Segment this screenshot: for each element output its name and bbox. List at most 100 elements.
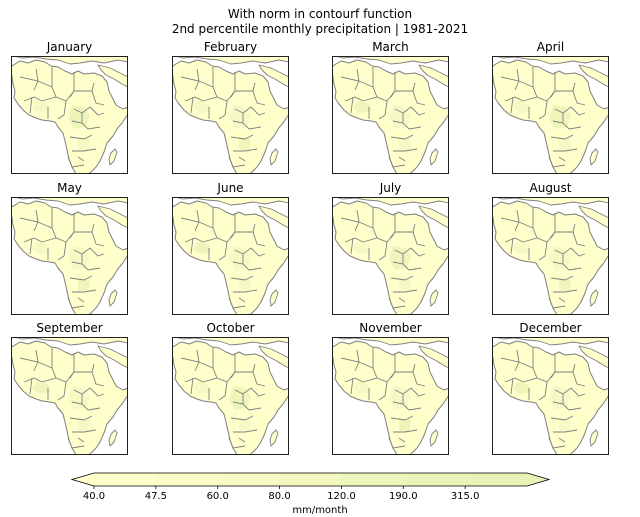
country-border-1 — [500, 217, 534, 229]
country-border-11 — [89, 247, 105, 257]
country-border-16 — [238, 437, 246, 443]
map-panel-september — [11, 337, 128, 455]
country-border-2 — [372, 208, 378, 239]
colorbar-tick-label-0: 40.0 — [82, 491, 106, 502]
colorbar-tick-label-6: 315.0 — [450, 491, 480, 502]
country-border-13 — [568, 267, 582, 271]
country-border-11 — [89, 387, 105, 397]
map-panel-june — [172, 197, 289, 315]
colorbar-segment-6 — [465, 473, 528, 486]
arabia-landmass — [578, 345, 608, 369]
country-border-18 — [510, 377, 514, 395]
map-panel-october — [172, 337, 289, 455]
map-panel-november — [332, 337, 449, 455]
panel-title-december: December — [519, 321, 582, 335]
colorbar-segment-4 — [341, 473, 404, 486]
panel-title-september: September — [36, 321, 103, 335]
country-border-11 — [89, 106, 105, 116]
country-border-7 — [41, 96, 67, 102]
country-border-5 — [572, 90, 586, 106]
europe-landmass — [497, 198, 608, 206]
country-border-9 — [57, 100, 67, 120]
country-border-2 — [532, 67, 538, 98]
madagascar — [589, 289, 599, 307]
country-border-7 — [202, 377, 228, 383]
country-border-18 — [29, 377, 33, 395]
country-border-14 — [390, 134, 414, 140]
country-border-13 — [87, 407, 101, 411]
country-border-1 — [340, 76, 374, 88]
precip-contour-1 — [32, 382, 50, 394]
country-border-18 — [29, 237, 33, 255]
map-june — [173, 198, 288, 314]
country-border-2 — [212, 208, 218, 239]
country-border-5 — [91, 90, 105, 106]
map-may — [12, 198, 127, 314]
europe-landmass — [16, 57, 127, 65]
colorbar-segment-0 — [94, 473, 157, 486]
country-border-20 — [228, 297, 246, 309]
country-border-6 — [184, 96, 204, 102]
country-border-6 — [344, 237, 364, 243]
country-border-6 — [504, 237, 524, 243]
country-border-9 — [57, 241, 67, 261]
precip-contour-1 — [513, 242, 531, 254]
country-border-2 — [51, 208, 57, 239]
country-border-6 — [344, 377, 364, 383]
map-february — [173, 57, 288, 173]
country-border-13 — [568, 407, 582, 411]
country-border-2 — [212, 67, 218, 98]
country-border-9 — [378, 100, 388, 120]
map-october — [173, 338, 288, 454]
country-border-18 — [510, 237, 514, 255]
precip-contour-2 — [559, 278, 571, 292]
country-border-20 — [548, 297, 566, 309]
madagascar — [589, 148, 599, 166]
country-border-16 — [238, 297, 246, 303]
country-border-18 — [29, 96, 33, 114]
country-border-1 — [19, 357, 53, 369]
country-border-8 — [386, 90, 396, 102]
country-border-9 — [57, 381, 67, 401]
panel-title-may: May — [57, 181, 82, 195]
country-border-5 — [252, 371, 266, 387]
precip-contour-1 — [513, 382, 531, 394]
country-border-5 — [91, 231, 105, 247]
country-border-1 — [500, 76, 534, 88]
map-panel-january — [11, 56, 128, 174]
country-border-5 — [412, 231, 426, 247]
europe-landmass — [16, 338, 127, 346]
country-border-8 — [226, 90, 236, 102]
country-border-11 — [250, 387, 266, 397]
country-border-11 — [410, 387, 426, 397]
map-panel-may — [11, 197, 128, 315]
arabia-landmass — [97, 345, 127, 369]
country-border-14 — [230, 275, 254, 281]
map-july — [333, 198, 448, 314]
country-border-5 — [572, 371, 586, 387]
country-border-11 — [410, 247, 426, 257]
country-border-1 — [500, 357, 534, 369]
country-border-15 — [553, 429, 578, 433]
panel-title-april: April — [536, 40, 565, 54]
country-border-1 — [19, 76, 53, 88]
map-august — [493, 198, 608, 314]
precip-contour-1 — [193, 101, 211, 113]
arabia-landmass — [258, 345, 288, 369]
arabia-landmass — [578, 64, 608, 88]
country-border-14 — [390, 415, 414, 421]
country-border-20 — [228, 437, 246, 449]
precip-contour-2 — [239, 137, 251, 151]
country-border-2 — [532, 348, 538, 379]
country-border-16 — [398, 437, 406, 443]
country-border-7 — [522, 96, 548, 102]
country-border-20 — [548, 437, 566, 449]
map-december — [493, 338, 608, 454]
country-border-9 — [538, 100, 548, 120]
country-border-14 — [390, 275, 414, 281]
arabia-landmass — [418, 345, 448, 369]
country-border-15 — [393, 429, 418, 433]
country-border-7 — [362, 96, 388, 102]
precip-contour-1 — [353, 382, 371, 394]
country-border-13 — [408, 407, 422, 411]
